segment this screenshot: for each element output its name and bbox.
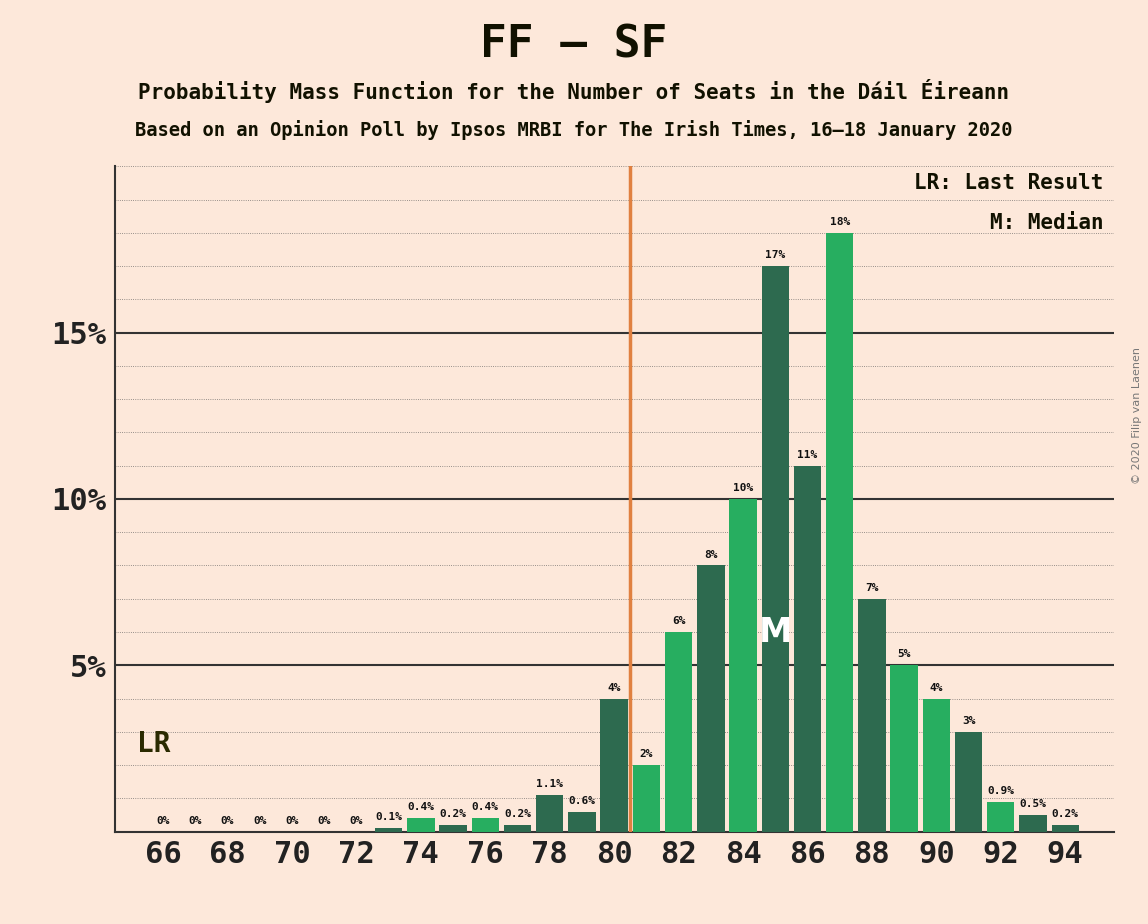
Bar <box>375 828 402 832</box>
Text: M: M <box>759 615 792 649</box>
Text: 0.9%: 0.9% <box>987 785 1015 796</box>
Text: 1.1%: 1.1% <box>536 779 564 789</box>
Text: 0%: 0% <box>188 816 202 826</box>
Text: 0%: 0% <box>156 816 170 826</box>
Bar <box>600 699 628 832</box>
Text: 0%: 0% <box>220 816 234 826</box>
Text: Based on an Opinion Poll by Ipsos MRBI for The Irish Times, 16–18 January 2020: Based on an Opinion Poll by Ipsos MRBI f… <box>135 120 1013 140</box>
Bar <box>729 499 757 832</box>
Text: FF – SF: FF – SF <box>480 23 668 67</box>
Text: 18%: 18% <box>830 217 850 227</box>
Bar <box>472 819 499 832</box>
Text: 0.5%: 0.5% <box>1019 799 1047 809</box>
Bar <box>440 825 467 832</box>
Bar <box>923 699 951 832</box>
Text: 0%: 0% <box>350 816 363 826</box>
Text: 0.1%: 0.1% <box>375 812 402 822</box>
Text: 4%: 4% <box>930 683 944 693</box>
Text: 2%: 2% <box>639 749 653 760</box>
Text: 7%: 7% <box>866 583 878 593</box>
Text: 8%: 8% <box>704 550 718 560</box>
Text: 0.2%: 0.2% <box>504 808 532 819</box>
Text: LR: Last Result: LR: Last Result <box>914 173 1103 193</box>
Bar <box>1019 815 1047 832</box>
Text: 0.2%: 0.2% <box>440 808 466 819</box>
Text: 0%: 0% <box>253 816 266 826</box>
Text: 10%: 10% <box>732 483 753 493</box>
Text: 0%: 0% <box>318 816 331 826</box>
Text: 4%: 4% <box>607 683 621 693</box>
Bar <box>891 665 918 832</box>
Bar <box>1052 825 1079 832</box>
Bar <box>955 732 983 832</box>
Bar <box>859 599 885 832</box>
Bar <box>536 795 564 832</box>
Bar <box>827 233 853 832</box>
Text: M: Median: M: Median <box>990 213 1103 233</box>
Text: 11%: 11% <box>798 450 817 460</box>
Text: LR: LR <box>138 730 171 759</box>
Text: Probability Mass Function for the Number of Seats in the Dáil Éireann: Probability Mass Function for the Number… <box>139 79 1009 103</box>
Text: 17%: 17% <box>766 250 785 261</box>
Bar <box>793 466 821 832</box>
Text: 0.4%: 0.4% <box>408 802 434 812</box>
Bar <box>568 811 596 832</box>
Text: 6%: 6% <box>672 616 685 626</box>
Text: 0.2%: 0.2% <box>1052 808 1079 819</box>
Bar <box>633 765 660 832</box>
Text: 5%: 5% <box>898 650 910 660</box>
Bar <box>761 266 789 832</box>
Text: 0.4%: 0.4% <box>472 802 499 812</box>
Bar <box>987 802 1015 832</box>
Bar <box>408 819 435 832</box>
Bar <box>665 632 692 832</box>
Text: 3%: 3% <box>962 716 976 726</box>
Text: 0.6%: 0.6% <box>568 796 596 806</box>
Bar <box>697 565 724 832</box>
Text: © 2020 Filip van Laenen: © 2020 Filip van Laenen <box>1132 347 1142 484</box>
Bar <box>504 825 532 832</box>
Text: 0%: 0% <box>285 816 298 826</box>
